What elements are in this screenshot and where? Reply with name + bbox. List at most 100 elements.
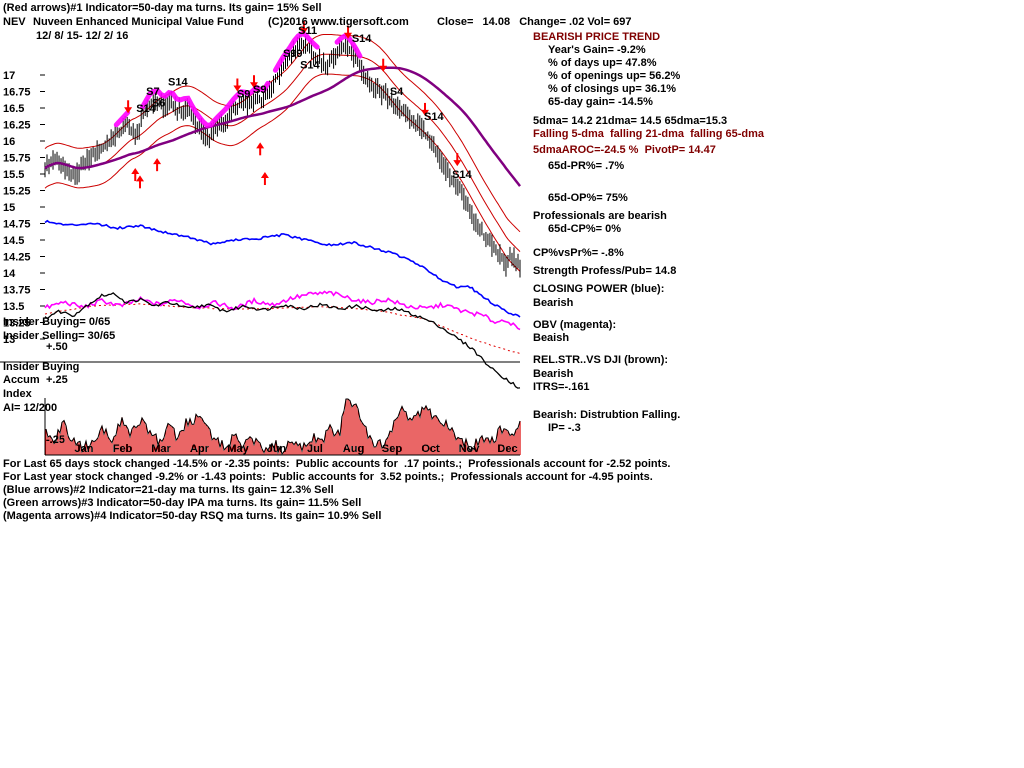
signal-label: S99 [283, 48, 303, 60]
signal-label: S14 [300, 59, 320, 71]
obv-status: Beaish [533, 332, 570, 344]
month-label: Mar [151, 443, 171, 455]
buy-arrow-head [256, 142, 265, 149]
price-axis-label: 16.75 [3, 87, 31, 99]
price-axis-label: 13.75 [3, 285, 31, 297]
insider-selling-count: Insider Selling= 30/65 [3, 330, 116, 342]
aroc-pivot: 5dmaAROC=-24.5 % PivotP= 14.47 [533, 144, 716, 156]
sell-arrow-head [379, 65, 388, 72]
month-label: Sep [382, 443, 402, 455]
sell-arrow-head [421, 109, 429, 116]
price-axis-label: 17 [3, 70, 15, 82]
quote-info: Close= 14.08 Change= .02 Vol= 697 [437, 16, 632, 28]
signal-label: S6 [152, 98, 165, 110]
sell-arrow-head [250, 82, 258, 89]
month-label: Dec [497, 443, 517, 455]
signal-label: S9 [253, 84, 266, 96]
lower-band-line [44, 73, 521, 272]
obv-label: OBV (magenta): [533, 319, 617, 331]
sell-signal-highlight [113, 110, 131, 128]
op-65day: 65d-OP%= 75% [548, 192, 628, 204]
indicator1-legend: (Red arrows)#1 Indicator=50-day ma turns… [3, 2, 322, 14]
month-label: May [227, 443, 249, 455]
price-axis-label: 14.25 [3, 252, 31, 264]
price-axis-label: 14.75 [3, 219, 31, 231]
signal-label: S14 [352, 33, 372, 45]
date-range: 12/ 8/ 15- 12/ 2/ 16 [36, 30, 129, 42]
closing-power-line [44, 219, 521, 318]
signal-label: S14 [424, 111, 444, 123]
ip-value: IP= -.3 [548, 422, 581, 434]
signal-label: S14 [452, 169, 472, 181]
accum-index-envelope [45, 398, 521, 456]
buy-arrow-head [131, 168, 140, 175]
signal-label: S14 [168, 77, 188, 89]
signal-label: S14 [136, 103, 156, 115]
signal-label: S9 [237, 88, 250, 100]
price-axis-label: 15.25 [3, 186, 31, 198]
ai-reading: AI= 12/200 [3, 402, 58, 414]
trend-header: BEARISH PRICE TREND [533, 31, 661, 43]
sell-signal-highlight [272, 31, 320, 73]
month-label: Jul [307, 443, 323, 455]
buy-arrow-head [260, 172, 269, 179]
price-axis-label: 15 [3, 202, 15, 214]
pr-65day: 65d-PR%= .7% [548, 160, 625, 172]
buy-arrow-head [136, 175, 144, 182]
signal-label: S4 [390, 86, 404, 98]
sell-arrow-head [124, 107, 133, 114]
sell-arrow-head [344, 32, 353, 39]
price-axis-label: 14.5 [3, 235, 24, 247]
closing-power-label: CLOSING POWER (blue): [533, 283, 665, 295]
strength-ratio: Strength Profess/Pub= 14.8 [533, 265, 677, 277]
month-label: Apr [190, 443, 210, 455]
price-axis-label: 16 [3, 136, 15, 148]
relative-strength-line [44, 292, 521, 389]
price-axis-label: 13.25 [3, 318, 31, 330]
ai-scale-plus50: +.50 [46, 341, 68, 353]
professionals-status: Professionals are bearish [533, 210, 667, 222]
sell-arrow-head [453, 160, 462, 167]
trend-dotted-line [44, 303, 521, 355]
indicator2-legend: (Blue arrows)#2 Indicator=21-day ma turn… [3, 484, 334, 496]
accum-index-label-1: Insider Buying [3, 361, 80, 373]
buy-arrow-head [153, 158, 162, 165]
obv-line [44, 290, 521, 331]
signal-label: S11 [298, 25, 317, 37]
month-label: Aug [343, 443, 364, 455]
price-axis-label: 16.5 [3, 103, 24, 115]
itrs-value: ITRS=-.161 [533, 381, 590, 393]
price-axis-label: 13 [3, 334, 15, 346]
summary-year: For Last year stock changed -9.2% or -1.… [3, 471, 653, 483]
signal-label: S7 [146, 86, 159, 98]
summary-65day: For Last 65 days stock changed -14.5% or… [3, 458, 671, 470]
relstr-status: Bearish [533, 368, 574, 380]
month-label: Jun [267, 443, 287, 455]
price-axis-label: 14 [3, 268, 16, 280]
pct-days-up: % of days up= 47.8% [548, 57, 657, 69]
ticker-symbol: NEV [3, 16, 26, 28]
cp-65day: 65d-CP%= 0% [548, 223, 622, 235]
price-axis-label: 15.75 [3, 153, 31, 165]
pct-openings-up: % of openings up= 56.2% [548, 70, 681, 82]
indicator3-legend: (Green arrows)#3 Indicator=50-day IPA ma… [3, 497, 362, 509]
distribution-status: Bearish: Distrubtion Falling. [533, 409, 681, 421]
accum-index-label-3: Index [3, 388, 32, 400]
cp-vs-pr: CP%vsPr%= -.8% [533, 247, 624, 259]
month-label: Nov [459, 443, 481, 455]
gain-65day: 65-day gain= -14.5% [548, 96, 653, 108]
relstr-label: REL.STR..VS DJI (brown): [533, 354, 669, 366]
sell-arrow-head [233, 85, 242, 92]
sell-signal-highlight [139, 80, 271, 129]
closing-power-status: Bearish [533, 297, 574, 309]
sell-arrow-head [299, 28, 308, 35]
upper-band-line [44, 34, 521, 233]
price-axis-label: 15.5 [3, 169, 24, 181]
indicator4-legend: (Magenta arrows)#4 Indicator=50-day RSQ … [3, 510, 382, 522]
price-axis-label: 16.25 [3, 120, 31, 132]
price-axis-label: 13.5 [3, 301, 24, 313]
ma65-line [44, 66, 521, 187]
insider-buying-count: Insider Buying= 0/65 [3, 316, 111, 328]
dma-direction: Falling 5-dma falling 21-dma falling 65-… [533, 128, 765, 140]
